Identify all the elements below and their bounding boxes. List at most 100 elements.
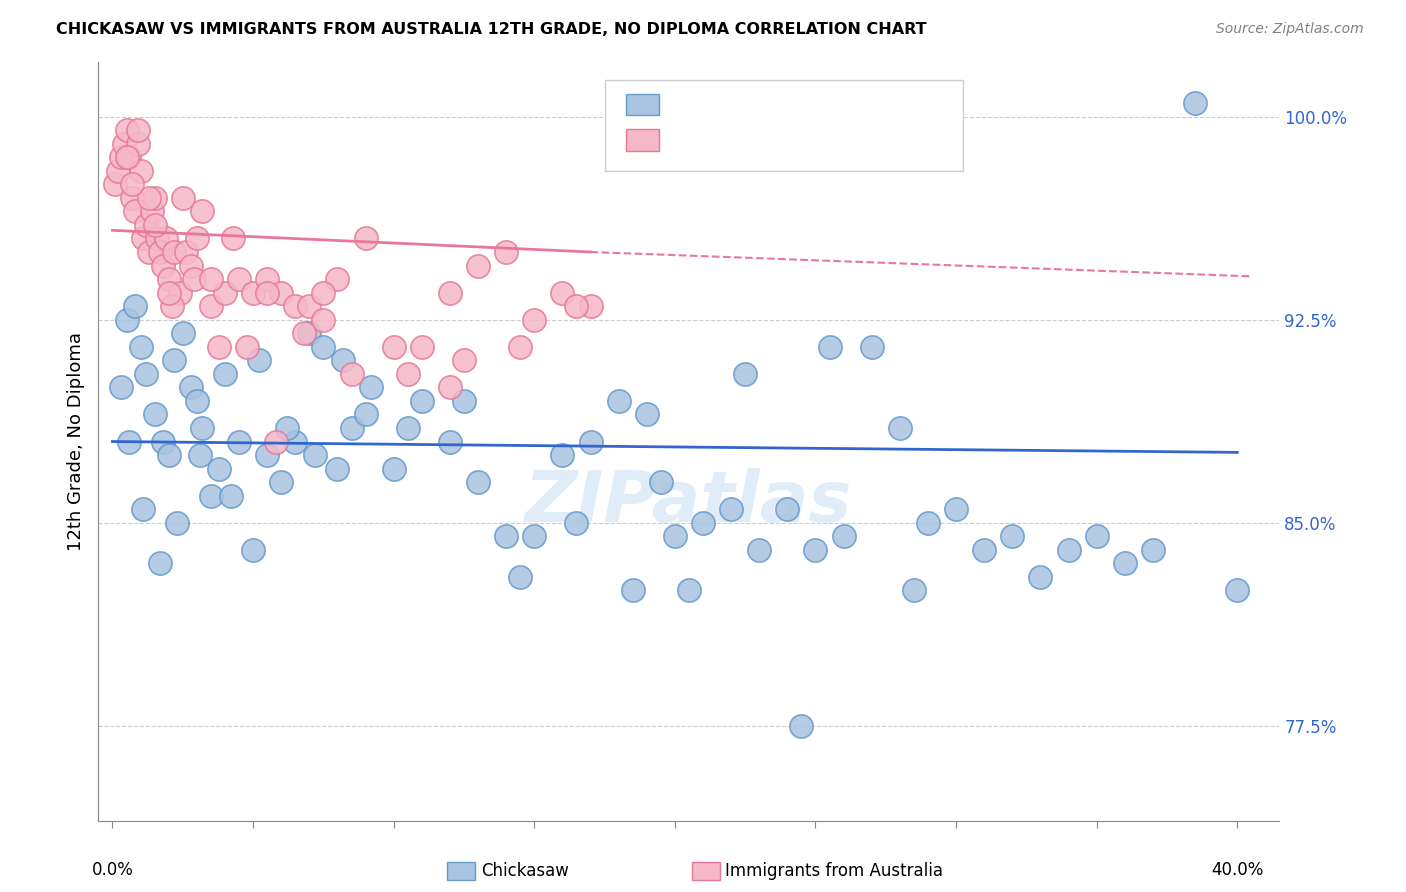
Point <box>214 285 236 300</box>
Point <box>121 191 143 205</box>
Point <box>664 529 686 543</box>
Text: 40.0%: 40.0% <box>1211 862 1264 880</box>
Point <box>141 204 163 219</box>
Point <box>354 408 377 422</box>
Point <box>312 312 335 326</box>
Point <box>149 244 172 259</box>
Point <box>439 285 461 300</box>
Point <box>565 299 588 313</box>
Point <box>1057 542 1080 557</box>
Point <box>118 150 141 164</box>
Point <box>917 516 939 530</box>
Point <box>509 340 531 354</box>
Point <box>579 434 602 449</box>
Point <box>138 244 160 259</box>
Point <box>172 191 194 205</box>
Point <box>509 570 531 584</box>
Point <box>188 448 211 462</box>
Point <box>284 434 307 449</box>
Point <box>124 204 146 219</box>
Point <box>208 461 231 475</box>
Point <box>138 191 160 205</box>
Point <box>174 244 197 259</box>
Point <box>127 136 149 151</box>
Point <box>945 502 967 516</box>
Point <box>127 123 149 137</box>
Point <box>183 272 205 286</box>
Point <box>439 434 461 449</box>
Point <box>163 353 186 368</box>
Point <box>396 367 419 381</box>
Point <box>104 178 127 192</box>
Point <box>903 583 925 598</box>
Point <box>1184 96 1206 111</box>
Point <box>411 340 433 354</box>
Point <box>214 367 236 381</box>
Point <box>312 340 335 354</box>
Point <box>439 380 461 394</box>
Point <box>160 299 183 313</box>
Point <box>453 353 475 368</box>
Point <box>832 529 855 543</box>
Point <box>166 516 188 530</box>
Text: Source: ZipAtlas.com: Source: ZipAtlas.com <box>1216 22 1364 37</box>
Point <box>411 393 433 408</box>
Point <box>326 272 349 286</box>
Point <box>453 393 475 408</box>
Point <box>124 299 146 313</box>
Point <box>149 557 172 571</box>
Point <box>228 434 250 449</box>
Point <box>818 340 841 354</box>
Point <box>264 434 287 449</box>
Point <box>579 299 602 313</box>
Point <box>121 178 143 192</box>
Point <box>152 434 174 449</box>
Point <box>163 244 186 259</box>
Point <box>135 218 157 232</box>
Point <box>298 299 321 313</box>
Point <box>208 340 231 354</box>
Point <box>1226 583 1249 598</box>
Text: Immigrants from Australia: Immigrants from Australia <box>725 862 943 880</box>
Y-axis label: 12th Grade, No Diploma: 12th Grade, No Diploma <box>66 332 84 551</box>
Point <box>1142 542 1164 557</box>
Point <box>247 353 270 368</box>
Point <box>256 272 278 286</box>
Text: N = 68: N = 68 <box>792 136 849 154</box>
Text: ZIPatlas: ZIPatlas <box>526 467 852 537</box>
Text: N = 79: N = 79 <box>792 101 849 119</box>
Point <box>292 326 315 341</box>
Point <box>284 299 307 313</box>
Point <box>396 421 419 435</box>
Point <box>332 353 354 368</box>
Point <box>157 285 180 300</box>
Point <box>110 150 132 164</box>
Point <box>180 380 202 394</box>
Point <box>495 529 517 543</box>
Point <box>200 299 222 313</box>
Point <box>169 285 191 300</box>
Text: R =: R = <box>668 101 704 119</box>
Point <box>720 502 742 516</box>
Point <box>132 231 155 245</box>
Point <box>228 272 250 286</box>
Point <box>523 529 546 543</box>
Point <box>107 163 129 178</box>
Point <box>242 542 264 557</box>
Text: -0.016: -0.016 <box>716 136 775 154</box>
Point <box>200 489 222 503</box>
Point <box>354 231 377 245</box>
Point <box>1085 529 1108 543</box>
Point <box>621 583 644 598</box>
Point <box>152 259 174 273</box>
Point <box>692 516 714 530</box>
Point <box>270 475 292 490</box>
Point <box>256 285 278 300</box>
Point <box>157 448 180 462</box>
Point <box>973 542 995 557</box>
Point <box>382 461 405 475</box>
Text: CHICKASAW VS IMMIGRANTS FROM AUSTRALIA 12TH GRADE, NO DIPLOMA CORRELATION CHART: CHICKASAW VS IMMIGRANTS FROM AUSTRALIA 1… <box>56 22 927 37</box>
Point <box>298 326 321 341</box>
Point <box>860 340 883 354</box>
Point <box>636 408 658 422</box>
